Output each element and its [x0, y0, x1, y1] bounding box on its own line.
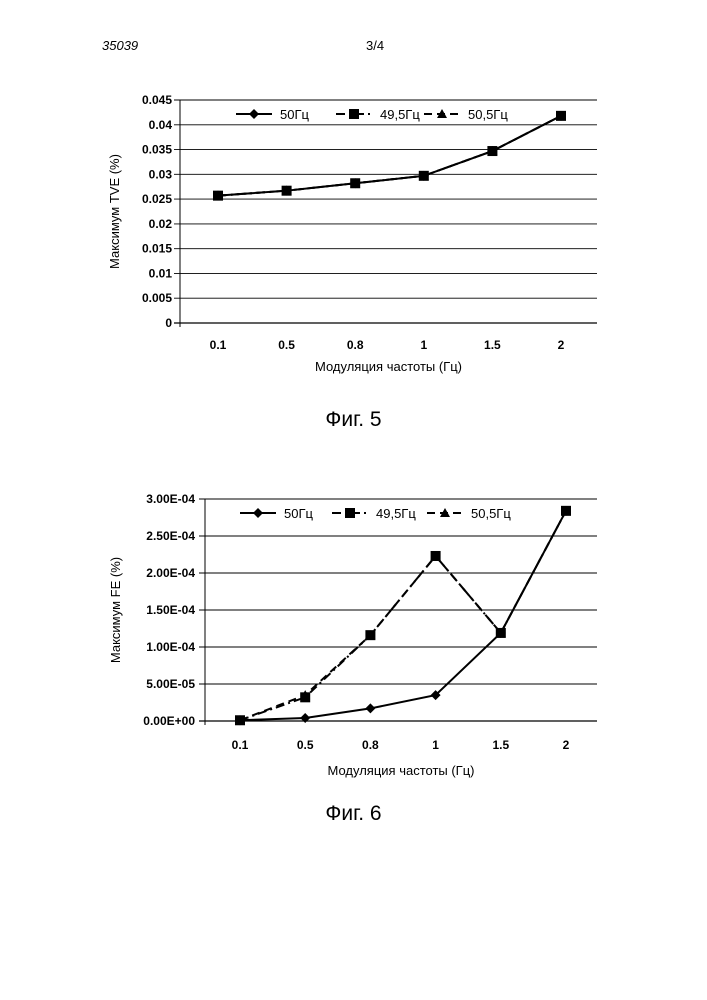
series-line	[239, 510, 567, 722]
y-tick-label: 1.00E-04	[146, 640, 195, 654]
page-number: 3/4	[366, 38, 385, 53]
series-line	[217, 114, 562, 197]
y-tick-label: 0	[165, 316, 172, 330]
legend-label: 50Гц	[284, 506, 313, 521]
data-point	[365, 630, 376, 641]
y-tick-label: 2.50E-04	[146, 529, 195, 543]
legend-label: 49,5Гц	[380, 107, 420, 122]
document-id: 35039	[102, 38, 139, 53]
data-point	[418, 170, 429, 181]
figure-6-caption: Фиг. 6	[325, 802, 382, 825]
y-tick-label: 0.02	[149, 217, 173, 231]
legend-label: 50,5Гц	[468, 107, 508, 122]
series-line	[217, 114, 562, 197]
data-point	[430, 550, 441, 561]
data-point	[365, 703, 376, 714]
series-line	[239, 510, 567, 722]
y-axis-title: Максимум FE (%)	[108, 557, 123, 663]
y-axis-title: Максимум TVE (%)	[107, 154, 122, 269]
data-point	[281, 185, 292, 196]
data-point	[235, 715, 245, 726]
y-tick-label: 0.03	[149, 167, 173, 181]
legend-label: 49,5Гц	[376, 506, 416, 521]
y-tick-label: 0.005	[142, 291, 172, 305]
data-point	[556, 110, 566, 121]
x-tick-label: 0.8	[347, 338, 364, 352]
legend-marker	[349, 109, 359, 119]
y-tick-label: 0.035	[142, 143, 172, 157]
x-tick-label: 1.5	[484, 338, 501, 352]
x-tick-label: 1	[432, 738, 439, 752]
data-point	[350, 178, 361, 189]
data-point	[300, 692, 311, 703]
y-tick-label: 2.00E-04	[146, 566, 195, 580]
series-line	[239, 510, 567, 722]
x-tick-label: 2	[563, 738, 570, 752]
legend-marker	[253, 508, 263, 518]
data-point	[495, 627, 506, 638]
x-axis-title: Модуляция частоты (Гц)	[327, 763, 474, 778]
y-tick-label: 0.01	[149, 266, 173, 280]
data-point	[300, 713, 311, 724]
y-tick-label: 5.00E-05	[146, 677, 195, 691]
y-tick-label: 1.50E-04	[146, 603, 195, 617]
figure-5-caption: Фиг. 5	[325, 408, 382, 431]
fe-chart: 0.00E+00 5.00E-05 1.00E-04 1.50E-04 2.00E-04…	[108, 492, 597, 778]
y-tick-label: 0.015	[142, 242, 172, 256]
legend-marker	[345, 508, 355, 518]
y-tick-label: 3.00E-04	[146, 492, 195, 506]
legend-label: 50,5Гц	[471, 506, 511, 521]
x-tick-label: 0.1	[232, 738, 249, 752]
y-tick-label: 0.025	[142, 192, 172, 206]
x-tick-label: 2	[558, 338, 565, 352]
x-tick-label: 1	[420, 338, 427, 352]
x-tick-label: 0.8	[362, 738, 379, 752]
x-tick-label: 0.5	[278, 338, 295, 352]
legend-marker	[249, 109, 259, 119]
x-tick-label: 1.5	[492, 738, 509, 752]
y-tick-label: 0.045	[142, 93, 172, 107]
tve-chart: 0 0.005 0.01 0.015 0.02 0.025 0.03 0.035 0.04 0.0…	[107, 93, 597, 374]
y-tick-label: 0.04	[149, 118, 173, 132]
y-tick-label: 0.00E+00	[143, 714, 195, 728]
series-line	[217, 114, 562, 197]
data-point	[487, 146, 498, 157]
x-axis-title: Модуляция частоты (Гц)	[315, 359, 462, 374]
legend-label: 50Гц	[280, 107, 309, 122]
legend-marker	[437, 109, 447, 118]
legend-marker	[440, 508, 450, 517]
data-point	[430, 690, 441, 701]
data-point	[213, 190, 223, 201]
x-tick-label: 0.5	[297, 738, 314, 752]
x-tick-label: 0.1	[210, 338, 227, 352]
